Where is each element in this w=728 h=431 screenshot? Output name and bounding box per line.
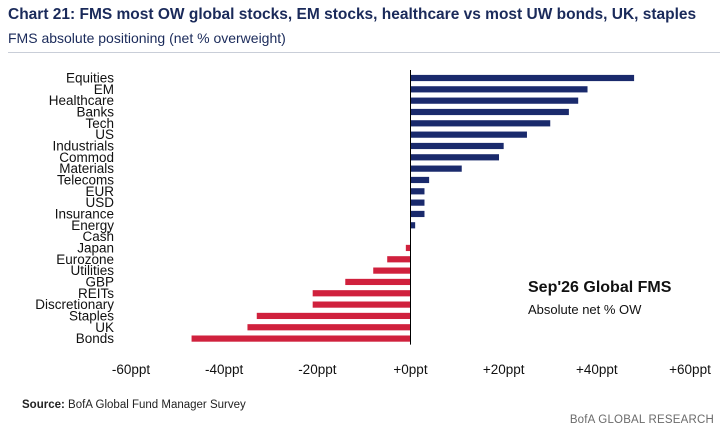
bar-staples	[256, 312, 411, 320]
bar-telecoms	[410, 176, 430, 184]
bar-eurozone	[387, 256, 411, 263]
category-label: Bonds	[76, 331, 115, 346]
bar-insurance	[410, 210, 425, 218]
bar-bonds	[191, 335, 411, 342]
x-tick-label: -60ppt	[112, 362, 151, 377]
category-label: EM	[94, 82, 114, 97]
bar-industrials	[410, 142, 504, 150]
bar-equities	[410, 74, 635, 82]
category-label: Healthcare	[49, 93, 114, 108]
bar-us	[410, 131, 527, 138]
bar-japan	[405, 244, 411, 252]
annotation-subtitle: Absolute net % OW	[528, 302, 642, 317]
bar-banks	[410, 108, 569, 116]
bar-energy	[410, 222, 416, 229]
bar-utilities	[373, 267, 411, 274]
bar-gbp	[345, 278, 411, 286]
chart-subtitle: FMS absolute positioning (net % overweig…	[8, 30, 286, 46]
bar-chart: EquitiesEMHealthcareBanksTechUSIndustria…	[35, 70, 711, 377]
bar-uk	[247, 324, 411, 331]
bar-usd	[410, 199, 425, 206]
source-note: Source: BofA Global Fund Manager Survey	[22, 399, 246, 411]
category-label: UK	[95, 320, 114, 335]
chart-title: Chart 21: FMS most OW global stocks, EM …	[8, 6, 697, 23]
x-tick-label: +40ppt	[576, 362, 618, 377]
title-divider	[8, 52, 720, 53]
category-label: USD	[85, 195, 114, 210]
category-label: Utilities	[70, 263, 114, 278]
bar-healthcare	[410, 97, 579, 104]
category-label: Eurozone	[56, 252, 114, 267]
bar-commod	[410, 154, 500, 161]
category-label: US	[95, 127, 114, 142]
bar-tech	[410, 120, 551, 127]
category-label: Cash	[82, 229, 114, 244]
bar-reits	[312, 290, 411, 297]
bar-materials	[410, 165, 462, 172]
category-label: Japan	[77, 240, 114, 255]
category-label: Industrials	[52, 138, 114, 153]
x-tick-label: -40ppt	[205, 362, 244, 377]
x-tick-label: +20ppt	[483, 362, 525, 377]
bar-discretionary	[312, 301, 411, 308]
category-label: EUR	[85, 184, 114, 199]
category-label: Materials	[59, 161, 114, 176]
x-tick-label: +0ppt	[393, 362, 427, 377]
x-tick-label: -20ppt	[298, 362, 337, 377]
category-label: Tech	[85, 116, 114, 131]
category-label: Insurance	[55, 206, 114, 221]
category-label: Banks	[76, 104, 114, 119]
bar-em	[410, 86, 588, 93]
category-label: Commod	[59, 150, 114, 165]
brand-label: BofA GLOBAL RESEARCH	[569, 414, 714, 426]
category-label: Telecoms	[57, 172, 114, 187]
category-label: Staples	[69, 308, 114, 323]
category-label: Energy	[71, 218, 114, 233]
category-label: GBP	[85, 274, 114, 289]
annotation-title: Sep'26 Global FMS	[528, 279, 672, 296]
bar-eur	[410, 188, 425, 195]
category-label: REITs	[78, 286, 114, 301]
category-label: Discretionary	[35, 297, 114, 312]
x-tick-label: +60ppt	[669, 362, 711, 377]
category-label: Equities	[66, 71, 114, 86]
